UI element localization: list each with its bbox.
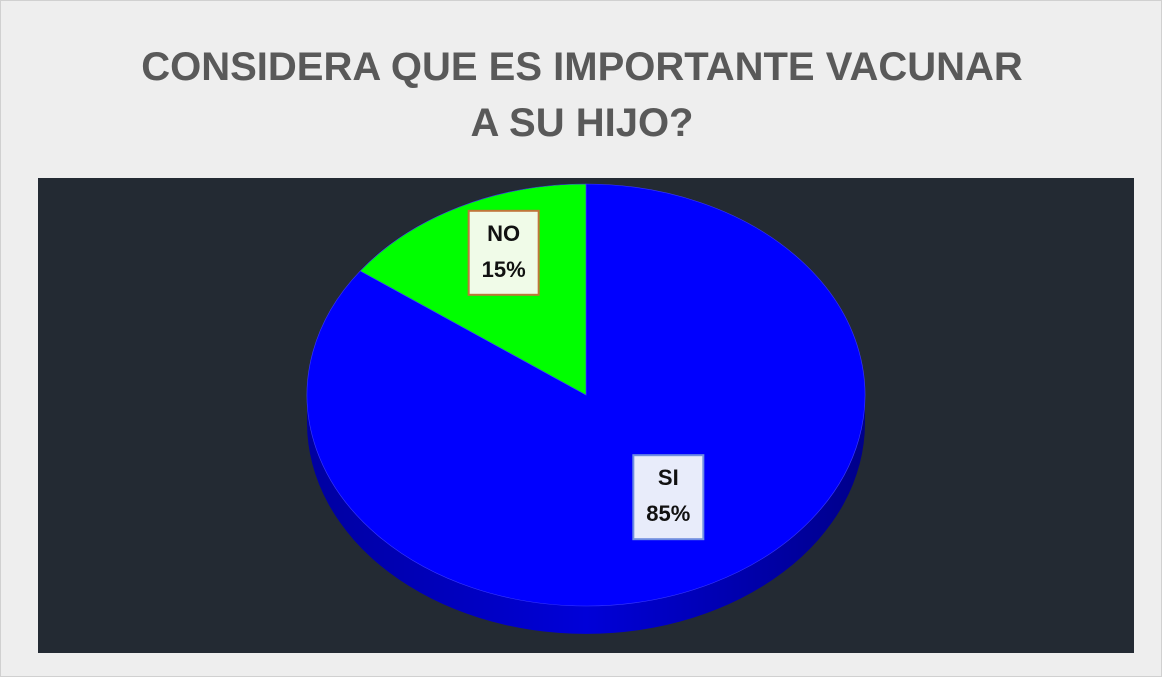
data-label-box — [467, 209, 540, 296]
data-label-box — [632, 454, 705, 541]
data-label-value: 15% — [482, 257, 526, 282]
data-label-category: NO — [487, 221, 520, 246]
data-label-category: SI — [658, 465, 679, 490]
data-label-value: 85% — [646, 501, 690, 526]
chart-title: CONSIDERA QUE ES IMPORTANTE VACUNAR A SU… — [141, 45, 1023, 145]
